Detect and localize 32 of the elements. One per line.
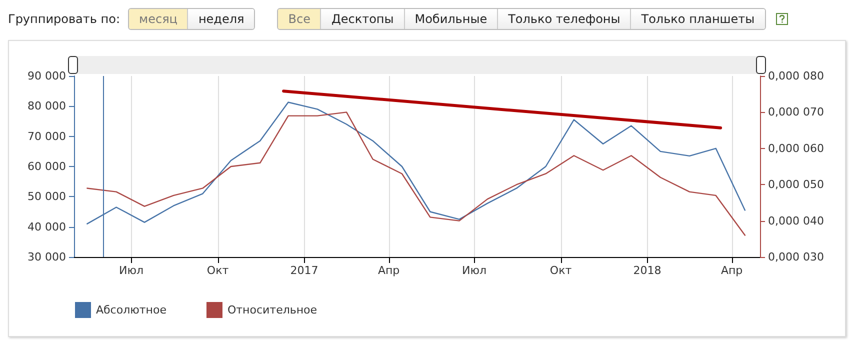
x-tick-label: Июл (119, 264, 144, 277)
line-series (86, 112, 746, 236)
text: Мобильные (404, 9, 498, 29)
x-tick-label: Апр (720, 264, 743, 277)
text: Все (278, 9, 320, 29)
y-tick-label: 50 000 (28, 190, 66, 204)
text: Только планшеты (630, 9, 765, 29)
legend-label: Абсолютное (96, 304, 167, 316)
y2-tick-label: 0,000 050 (768, 178, 824, 192)
x-tick-label: Окт (550, 264, 572, 277)
y-tick-label: 90 000 (28, 70, 66, 82)
y-tick-label: 60 000 (28, 160, 66, 173)
text: Группировать по: (8, 12, 120, 26)
x-tick-label: 2018 (633, 264, 662, 277)
text: Только телефоны (497, 9, 630, 29)
legend-label: Относительное (227, 304, 318, 316)
y2-tick-label: 0,000 070 (768, 106, 824, 119)
y2-tick-label: 0,000 030 (768, 250, 824, 264)
y-tick-label: 30 000 (28, 250, 66, 264)
y-tick-label: 40 000 (28, 220, 66, 234)
text: месяц (129, 9, 188, 29)
x-tick-label: Апр (378, 264, 400, 277)
x-tick-label: Июл (462, 264, 487, 277)
y-tick-label: 80 000 (28, 100, 66, 113)
y2-tick-label: 0,000 080 (768, 70, 824, 82)
text: Десктопы (320, 9, 404, 29)
y2-tick-label: 0,000 060 (768, 142, 824, 155)
x-tick-label: 2017 (290, 264, 318, 277)
y2-tick-label: 0,000 040 (768, 214, 824, 228)
text: неделя (187, 9, 254, 29)
x-tick-label: Окт (206, 264, 230, 277)
y-tick-label: 70 000 (28, 130, 66, 143)
